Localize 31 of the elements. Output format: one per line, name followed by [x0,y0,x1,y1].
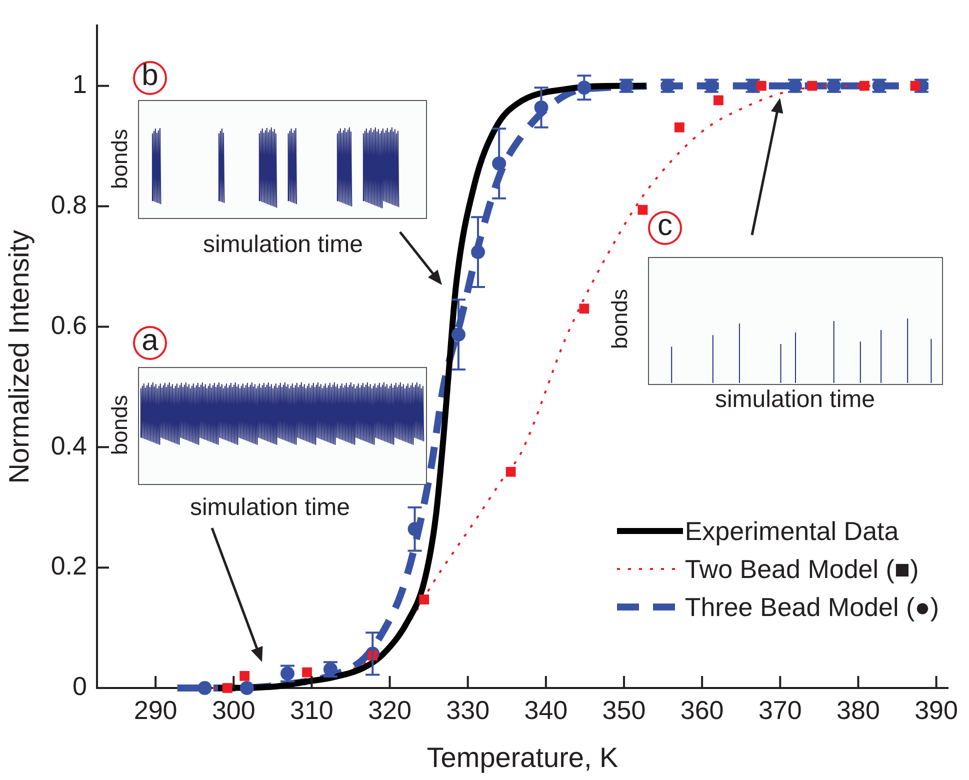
x-tick-label: 360 [680,694,724,725]
y-tick-label: 0 [72,671,87,702]
x-tick-label: 370 [758,694,802,725]
annotation: simulation time [188,494,352,522]
y-tick-label: 0.6 [50,310,87,340]
x-tick-label: 310 [290,694,334,725]
x-tick-label: 380 [836,694,880,725]
annotation: simulation time [202,231,364,259]
x-tick-label: 340 [524,694,568,725]
x-tick-label: 300 [212,694,256,725]
legend-label: Three Bead Model (●) [684,592,939,622]
x-axis-title: Temperature, K [426,742,619,773]
x-tick-label: 290 [134,694,178,725]
y-tick-label: 0.2 [50,550,87,581]
annotation: bonds [607,289,633,349]
annotation: c [648,209,682,245]
legend-label: Two Bead Model (■) [684,554,919,584]
x-tick-label: 390 [914,694,958,725]
legend-label: Experimental Data [684,516,899,546]
annotation: simulation time [714,386,876,414]
y-tick-label: 1 [72,68,87,99]
y-tick-label: 0.8 [50,189,87,220]
x-tick-label: 320 [368,694,412,725]
annotation: b [133,59,167,95]
annotation: bonds [107,129,133,189]
x-tick-label: 350 [602,694,646,725]
annotation: bonds [107,395,133,455]
y-axis-title: Normalized Intensity [4,230,35,484]
y-tick-label: 0.4 [50,430,87,460]
x-tick-label: 330 [446,694,490,725]
annotation: a [133,324,167,360]
